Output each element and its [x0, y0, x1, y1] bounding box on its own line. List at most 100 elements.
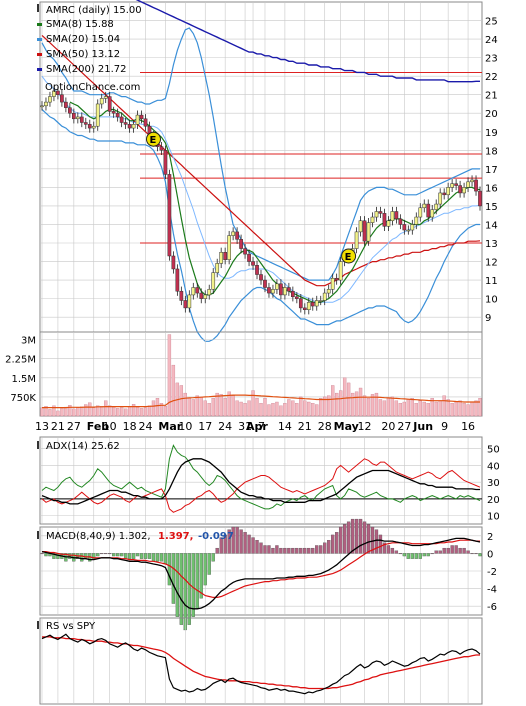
date-tick-label: Mar	[158, 420, 182, 433]
price-candle	[474, 179, 478, 192]
macd-histogram-bar	[410, 553, 414, 559]
macd-histogram-bar	[454, 545, 458, 554]
volume-bar	[271, 403, 275, 417]
legend-entry: SMA(200) 21.72	[46, 64, 127, 75]
volume-bar	[295, 403, 299, 417]
volume-bar	[386, 398, 391, 417]
macd-histogram-bar	[179, 553, 184, 625]
macd-histogram-bar	[335, 532, 339, 554]
price-candle	[450, 183, 454, 188]
price-candle	[466, 181, 470, 188]
price-candle	[75, 116, 80, 120]
macd-tick-label: -4	[487, 585, 497, 596]
volume-bar	[171, 364, 176, 417]
legend-swatch	[37, 68, 42, 71]
volume-bar	[374, 392, 379, 417]
macd-histogram-bar	[247, 534, 251, 554]
price-candle	[68, 107, 72, 114]
macd-histogram-bar	[171, 553, 176, 604]
volume-tick-label: 3M	[21, 336, 36, 347]
date-tick-label: 13	[35, 420, 49, 433]
macd-histogram-bar	[115, 553, 120, 557]
volume-bar	[243, 403, 247, 417]
macd-histogram-bar	[255, 540, 259, 554]
price-candle	[179, 290, 184, 301]
volume-bar	[115, 408, 120, 417]
price-candle	[223, 252, 228, 260]
price-candle	[438, 192, 443, 205]
macd-histogram-bar	[350, 518, 355, 554]
volume-tick-label: 2.25M	[5, 355, 36, 366]
volume-bar	[80, 406, 84, 417]
volume-bar	[358, 387, 363, 417]
volume-bar	[235, 400, 239, 417]
macd-histogram-bar	[291, 547, 295, 554]
volume-bar	[179, 385, 184, 417]
volume-bar	[315, 404, 319, 417]
price-candle	[442, 192, 447, 196]
macd-histogram-bar	[346, 521, 351, 554]
volume-bar	[319, 398, 323, 417]
price-tick-label: 11	[485, 276, 498, 287]
macd-histogram-bar	[52, 553, 56, 559]
macd-histogram-bar	[227, 529, 231, 554]
macd-histogram-bar	[362, 521, 367, 554]
price-candle	[91, 125, 96, 129]
macd-histogram-bar	[119, 553, 124, 557]
price-candle	[322, 292, 327, 301]
volume-bar	[112, 406, 116, 417]
bollinger-upper	[41, 27, 480, 281]
macd-histogram-bar	[243, 532, 247, 554]
macd-histogram-bar	[323, 542, 327, 554]
macd-histogram-bar	[394, 550, 399, 554]
price-candle	[294, 296, 299, 299]
volume-bar	[414, 403, 418, 417]
price-candle	[183, 300, 188, 309]
volume-bar	[92, 407, 96, 417]
volume-tick-label: 1.5M	[11, 374, 36, 385]
date-tick-label: 28	[318, 420, 332, 433]
macd-tick-label: -6	[487, 602, 497, 613]
macd-histogram-bar	[474, 553, 478, 555]
volume-panel: 750K 1.5M 2.25M 3M	[5, 331, 483, 417]
macd-histogram-bar	[442, 547, 446, 554]
price-candle	[175, 268, 180, 292]
price-candle	[378, 211, 383, 214]
adx-frame	[39, 436, 483, 525]
macd-histogram-bar	[175, 553, 180, 617]
macd-histogram-bar	[342, 524, 347, 554]
price-candle	[71, 112, 76, 120]
price-candle	[123, 122, 128, 125]
macd-histogram-bar	[167, 553, 172, 586]
price-candle	[203, 294, 208, 299]
macd-histogram-bar	[191, 553, 195, 617]
macd-histogram-bar	[80, 553, 84, 562]
macd-histogram-bar	[151, 553, 156, 562]
macd-histogram-bar	[187, 553, 191, 625]
date-tick-label: 10	[178, 420, 192, 433]
macd-histogram-bar	[327, 540, 331, 554]
price-tick-label: 17	[485, 165, 498, 176]
macd-histogram-bar	[287, 547, 291, 554]
price-candle	[199, 292, 204, 299]
price-candle	[410, 224, 415, 231]
price-tick-label: 14	[485, 220, 498, 231]
date-tick-label: 21	[298, 420, 312, 433]
price-candle	[478, 190, 482, 207]
volume-bar	[466, 404, 470, 417]
legend-entry: SMA(20) 15.04	[46, 34, 120, 45]
adx-title: ADX(14) 25.62	[46, 441, 120, 452]
macd-histogram-bar	[446, 547, 450, 554]
macd-histogram-bar	[378, 534, 383, 554]
price-tick-label: 12	[485, 258, 498, 269]
legend-swatch	[37, 23, 42, 26]
macd-histogram-bar	[127, 553, 132, 559]
legend-swatch	[37, 53, 42, 56]
volume-bar	[346, 382, 351, 417]
volume-bar	[119, 407, 124, 417]
volume-bar	[84, 404, 88, 417]
volume-bar	[470, 401, 474, 417]
volume-bar	[311, 403, 315, 417]
volume-bar	[279, 405, 283, 417]
price-candle	[306, 302, 311, 311]
